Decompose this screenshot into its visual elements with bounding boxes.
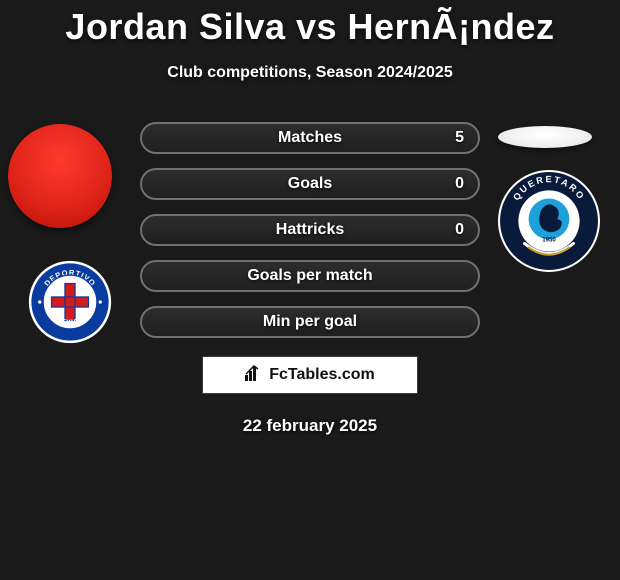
stat-row-goals: Goals 0 — [140, 168, 480, 200]
stat-right-value: 0 — [455, 221, 464, 239]
stat-row-hattricks: Hattricks 0 — [140, 214, 480, 246]
svg-text:1950: 1950 — [542, 236, 556, 243]
player-left-avatar — [8, 124, 112, 228]
stat-row-matches: Matches 5 — [140, 122, 480, 154]
subtitle: Club competitions, Season 2024/2025 — [0, 64, 620, 82]
page-title: Jordan Silva vs HernÃ¡ndez — [0, 0, 620, 48]
player-right-avatar — [498, 126, 592, 148]
stat-label: Min per goal — [263, 313, 357, 331]
stat-label: Matches — [278, 129, 342, 147]
footer-brand-text: FcTables.com — [269, 366, 375, 384]
stat-label: Hattricks — [276, 221, 344, 239]
club-badge-right: 1950 QUERETARO — [498, 170, 600, 272]
stat-right-value: 0 — [455, 175, 464, 193]
bars-icon — [245, 365, 265, 386]
stats-table: Matches 5 Goals 0 Hattricks 0 Goals per … — [140, 122, 480, 338]
stat-label: Goals per match — [247, 267, 372, 285]
stat-row-min-per-goal: Min per goal — [140, 306, 480, 338]
club-badge-left: DEPORTIVO MEXICO — [28, 260, 112, 344]
footer-brand-bar[interactable]: FcTables.com — [202, 356, 418, 394]
stat-row-goals-per-match: Goals per match — [140, 260, 480, 292]
stat-label: Goals — [288, 175, 332, 193]
stat-right-value: 5 — [455, 129, 464, 147]
footer-date: 22 february 2025 — [0, 416, 620, 436]
